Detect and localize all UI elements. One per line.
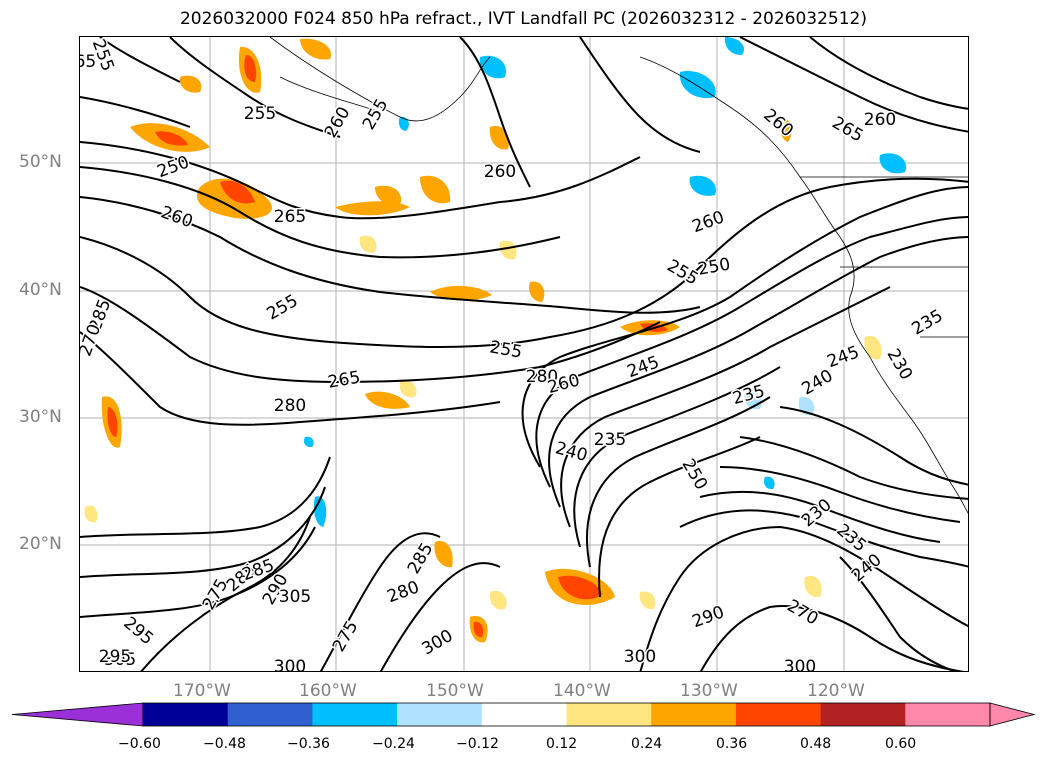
colorbar-segments [11, 702, 1036, 727]
contour-label: 260 [321, 103, 355, 141]
contour-lines [80, 37, 968, 671]
colorbar-segment [312, 703, 398, 726]
lat-label-20n: 20°N [19, 534, 62, 554]
contour-label: 255 [359, 95, 393, 133]
contour-label: 260 [484, 162, 516, 182]
contour-label: 300 [418, 626, 456, 660]
contour-label: 235 [730, 381, 767, 409]
shaded-patches [84, 37, 906, 643]
contour-label: 305 [279, 587, 311, 607]
contour-label: 295 [99, 647, 131, 667]
colorbar-tick-label: −0.24 [372, 736, 415, 752]
colorbar-extend-high [989, 702, 1036, 727]
contour-label: 230 [883, 345, 917, 383]
contour-label: 280 [385, 577, 422, 607]
colorbar [11, 702, 1036, 727]
map-plot-area: 2552502602652552602652552602602652602602… [79, 36, 969, 672]
colorbar-tick-label: 0.24 [631, 736, 663, 752]
contour-label: 270 [80, 322, 105, 359]
contour-label: 250 [155, 152, 192, 182]
contour-label: 265 [80, 52, 96, 72]
contour-label: 235 [832, 520, 870, 556]
contour-label: 280 [526, 367, 558, 387]
colorbar-extend-low [11, 702, 144, 727]
lon-label-150w: 150°W [426, 681, 484, 701]
contour-label: 280 [274, 396, 306, 416]
colorbar-segment [143, 703, 229, 726]
colorbar-tick-label: −0.12 [456, 736, 499, 752]
contour-label: 240 [848, 550, 886, 586]
contour-labels: 2552502602652552602652552602602652602602… [80, 37, 948, 672]
contour-label: 255 [244, 104, 276, 124]
lat-label-50n: 50°N [19, 152, 62, 172]
colorbar-tick-label: −0.60 [118, 736, 161, 752]
contour-label: 300 [624, 647, 656, 667]
lon-label-120w: 120°W [807, 681, 865, 701]
colorbar-tick-label: 0.60 [885, 736, 917, 752]
contour-label: 300 [784, 657, 816, 672]
colorbar-segment [566, 703, 652, 726]
contour-label: 260 [864, 110, 896, 130]
colorbar-tick-label: 0.48 [800, 736, 832, 752]
colorbar-tick-label: 0.12 [546, 736, 578, 752]
contour-label: 290 [690, 602, 727, 632]
contour-label: 275 [329, 617, 363, 655]
colorbar-tick-label: 0.36 [716, 736, 748, 752]
lat-label-40n: 40°N [19, 280, 62, 300]
graticule [80, 37, 968, 671]
contour-label: 305 [104, 650, 136, 670]
contour-label: 250 [678, 455, 712, 493]
colorbar-segment [651, 703, 737, 726]
contour-label: 265 [326, 367, 361, 392]
contour-label: 240 [553, 438, 590, 466]
lon-label-160w: 160°W [299, 681, 357, 701]
colorbar-segment [735, 703, 822, 726]
colorbar-segment [820, 703, 906, 726]
colorbar-tick-label: −0.36 [287, 736, 330, 752]
coastlines [269, 37, 968, 514]
colorbar-segment [397, 703, 483, 726]
lon-label-130w: 130°W [680, 681, 738, 701]
lon-label-170w: 170°W [173, 681, 231, 701]
lon-label-140w: 140°W [553, 681, 611, 701]
colorbar-segment [905, 703, 991, 726]
contour-label: 270 [783, 596, 821, 630]
contour-label: 255 [488, 337, 523, 362]
contour-label: 265 [828, 113, 866, 147]
map-title: 2026032000 F024 850 hPa refract., IVT La… [179, 9, 867, 29]
contour-label: 265 [274, 207, 306, 227]
colorbar-segment [481, 703, 567, 726]
contour-label: 250 [696, 254, 731, 279]
colorbar-outline [142, 702, 991, 727]
contour-label: 300 [274, 657, 306, 672]
contour-label: 295 [119, 613, 157, 649]
contour-label: 235 [908, 306, 946, 340]
colorbar-tick-label: −0.48 [203, 736, 246, 752]
colorbar-segment [227, 703, 313, 726]
contour-label: 255 [263, 291, 301, 325]
contour-label: 260 [690, 207, 727, 237]
contour-label: 260 [759, 105, 797, 141]
map-canvas: 2552502602652552602652552602602652602602… [80, 37, 968, 672]
contour-label: 260 [158, 202, 195, 232]
contour-label: 235 [594, 430, 626, 450]
contour-label: 245 [825, 342, 862, 372]
lat-label-30n: 30°N [19, 407, 62, 427]
